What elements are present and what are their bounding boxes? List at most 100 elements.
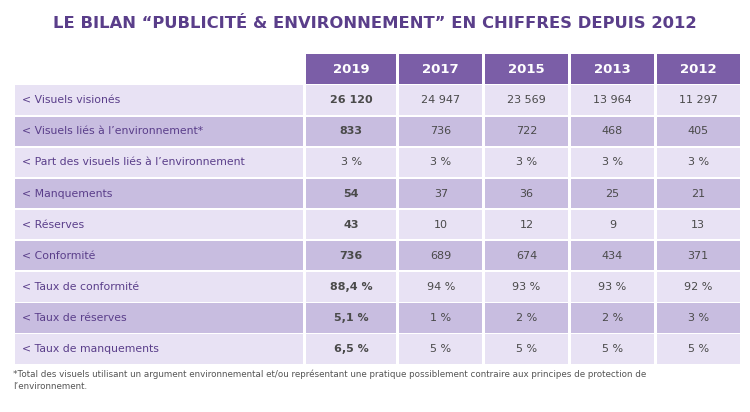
Bar: [657, 210, 740, 239]
Bar: [657, 86, 740, 115]
Text: 689: 689: [430, 251, 451, 261]
Text: 23 569: 23 569: [507, 95, 546, 105]
Bar: [15, 210, 303, 239]
Bar: [485, 147, 568, 177]
Bar: [485, 303, 568, 333]
Text: 13: 13: [691, 220, 705, 229]
Bar: [15, 335, 303, 364]
Bar: [400, 303, 482, 333]
Bar: [306, 117, 397, 146]
Text: 5,1 %: 5,1 %: [334, 313, 368, 323]
Bar: [15, 179, 303, 208]
Bar: [400, 210, 482, 239]
Text: 2012: 2012: [680, 63, 716, 76]
Text: 43: 43: [344, 220, 359, 229]
Text: 11 297: 11 297: [679, 95, 718, 105]
Bar: [485, 335, 568, 364]
Text: 736: 736: [340, 251, 363, 261]
Bar: [400, 86, 482, 115]
Bar: [485, 210, 568, 239]
Text: 13 964: 13 964: [593, 95, 632, 105]
Text: < Réserves: < Réserves: [22, 220, 85, 229]
Bar: [657, 117, 740, 146]
Text: 6,5 %: 6,5 %: [334, 344, 368, 354]
Text: 722: 722: [516, 126, 537, 136]
Text: < Visuels visionés: < Visuels visionés: [22, 95, 121, 105]
Bar: [306, 272, 397, 302]
Text: < Taux de réserves: < Taux de réserves: [22, 313, 127, 323]
Bar: [571, 179, 654, 208]
Text: < Visuels liés à l’environnement*: < Visuels liés à l’environnement*: [22, 126, 203, 136]
Text: 3 %: 3 %: [340, 157, 362, 167]
Bar: [306, 303, 397, 333]
Text: < Conformité: < Conformité: [22, 251, 96, 261]
Text: 94 %: 94 %: [427, 282, 455, 292]
Bar: [400, 54, 482, 84]
Bar: [485, 241, 568, 270]
Bar: [306, 179, 397, 208]
Text: 54: 54: [344, 189, 359, 199]
Bar: [571, 241, 654, 270]
Bar: [571, 210, 654, 239]
Bar: [400, 117, 482, 146]
Bar: [15, 303, 303, 333]
Bar: [485, 272, 568, 302]
Text: 434: 434: [602, 251, 623, 261]
Bar: [571, 117, 654, 146]
Text: 2 %: 2 %: [516, 313, 537, 323]
Bar: [571, 335, 654, 364]
Text: 21: 21: [691, 189, 705, 199]
Text: 468: 468: [602, 126, 623, 136]
Text: 5 %: 5 %: [516, 344, 537, 354]
Text: 3 %: 3 %: [516, 157, 537, 167]
Text: 736: 736: [430, 126, 451, 136]
Text: 93 %: 93 %: [598, 282, 626, 292]
Text: 1 %: 1 %: [430, 313, 451, 323]
Text: 92 %: 92 %: [684, 282, 712, 292]
Bar: [400, 335, 482, 364]
Bar: [400, 179, 482, 208]
Text: 5 %: 5 %: [602, 344, 623, 354]
Text: < Taux de conformité: < Taux de conformité: [22, 282, 140, 292]
Text: < Part des visuels liés à l’environnement: < Part des visuels liés à l’environnemen…: [22, 157, 245, 167]
Bar: [306, 241, 397, 270]
Text: 26 120: 26 120: [330, 95, 373, 105]
Text: 5 %: 5 %: [430, 344, 451, 354]
Text: 88,4 %: 88,4 %: [330, 282, 373, 292]
Text: 12: 12: [520, 220, 534, 229]
Bar: [657, 241, 740, 270]
Bar: [657, 272, 740, 302]
Text: 24 947: 24 947: [422, 95, 460, 105]
Bar: [571, 147, 654, 177]
Text: 36: 36: [520, 189, 533, 199]
Bar: [306, 335, 397, 364]
Bar: [657, 179, 740, 208]
Bar: [306, 147, 397, 177]
Bar: [15, 272, 303, 302]
Text: 37: 37: [433, 189, 448, 199]
Bar: [657, 303, 740, 333]
Text: 3 %: 3 %: [688, 313, 709, 323]
Bar: [571, 86, 654, 115]
Text: 371: 371: [688, 251, 709, 261]
Text: 2017: 2017: [422, 63, 459, 76]
Text: LE BILAN “PUBLICITÉ & ENVIRONNEMENT” EN CHIFFRES DEPUIS 2012: LE BILAN “PUBLICITÉ & ENVIRONNEMENT” EN …: [53, 16, 697, 30]
Text: 3 %: 3 %: [430, 157, 451, 167]
Bar: [400, 272, 482, 302]
Text: 9: 9: [609, 220, 616, 229]
Text: 3 %: 3 %: [602, 157, 623, 167]
Bar: [15, 241, 303, 270]
Text: 10: 10: [433, 220, 448, 229]
Text: 674: 674: [516, 251, 537, 261]
Bar: [400, 147, 482, 177]
Bar: [485, 86, 568, 115]
Bar: [15, 117, 303, 146]
Text: 93 %: 93 %: [512, 282, 541, 292]
Text: 2015: 2015: [509, 63, 545, 76]
Bar: [657, 335, 740, 364]
Text: 3 %: 3 %: [688, 157, 709, 167]
Text: *Total des visuels utilisant un argument environnemental et/ou représentant une : *Total des visuels utilisant un argument…: [13, 370, 646, 391]
Bar: [571, 272, 654, 302]
Bar: [306, 54, 397, 84]
Text: < Taux de manquements: < Taux de manquements: [22, 344, 159, 354]
